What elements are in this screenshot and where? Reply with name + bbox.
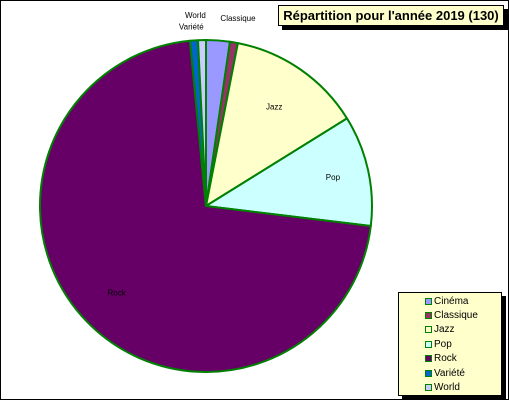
legend-item-classique: Classique — [425, 308, 501, 322]
chart-title: Répartition pour l'année 2019 (130) — [278, 5, 504, 26]
legend-swatch — [425, 312, 432, 320]
legend-label: Rock — [434, 353, 457, 365]
pie-slice-jazz — [205, 42, 349, 207]
legend-swatch — [425, 297, 432, 305]
pie-slice-world — [196, 38, 207, 207]
slice-label-pop: Pop — [326, 173, 341, 182]
slice-label-rock: Rock — [107, 288, 126, 297]
legend-label: Pop — [434, 338, 452, 350]
legend-item-rock: Rock — [425, 352, 501, 366]
slice-label-variete: Variété — [179, 23, 204, 32]
legend-swatch — [425, 340, 432, 348]
legend-label: World — [434, 382, 460, 394]
slice-label-classique: Classique — [220, 14, 256, 23]
slice-label-world: World — [185, 11, 206, 20]
legend-item-world: World — [425, 380, 501, 394]
slice-label-jazz: Jazz — [266, 102, 282, 111]
legend-item-cinema: Cinéma — [425, 294, 501, 308]
legend-label: Jazz — [434, 324, 455, 336]
legend-swatch — [425, 355, 432, 363]
pie-slice-pop — [205, 117, 373, 228]
legend-item-jazz: Jazz — [425, 323, 501, 337]
legend-swatch — [425, 326, 432, 334]
legend: Cinéma Classique Jazz Pop Rock Variété World — [398, 292, 502, 396]
legend-swatch — [425, 384, 432, 392]
legend-item-variete: Variété — [425, 366, 501, 380]
legend-label: Variété — [434, 367, 465, 379]
legend-label: Classique — [434, 310, 478, 322]
legend-swatch — [425, 369, 432, 377]
legend-item-pop: Pop — [425, 337, 501, 351]
legend-label: Cinéma — [434, 295, 469, 307]
slice-label-cinema: Cinéma — [203, 0, 231, 3]
